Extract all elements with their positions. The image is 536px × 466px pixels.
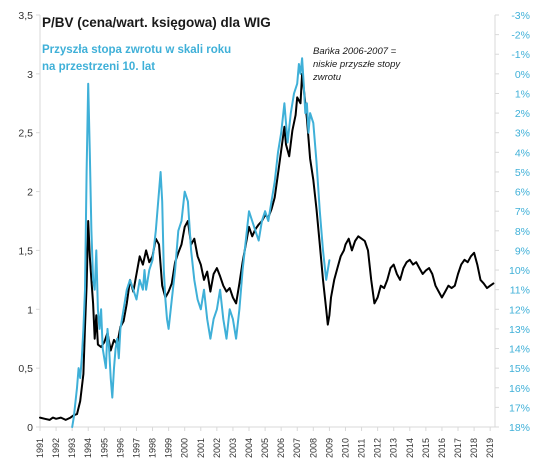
annotation-line1: Bańka 2006-2007 = <box>313 46 397 57</box>
right-tick-label: 2% <box>515 108 530 120</box>
annotation-line3: zwrotu <box>312 72 342 83</box>
series-lines <box>39 57 495 428</box>
x-tick-label: 2010 <box>340 438 350 458</box>
left-tick-label: 1,5 <box>18 245 33 257</box>
x-tick-label: 1995 <box>99 438 109 458</box>
x-tick-label: 1993 <box>67 438 77 458</box>
x-tick-label: 2016 <box>437 438 447 458</box>
right-tick-label: -2% <box>511 30 530 42</box>
x-tick-label: 2013 <box>389 438 399 458</box>
x-tick-label: 2011 <box>357 439 367 458</box>
x-tick-label: 2009 <box>324 438 334 458</box>
x-tick-label: 2001 <box>196 438 206 458</box>
right-tick-label: 11% <box>510 285 530 297</box>
x-tick-label: 1999 <box>164 438 174 458</box>
x-tick-label: 2006 <box>276 438 286 458</box>
x-tick-label: 2008 <box>308 438 318 458</box>
right-tick-label: 3% <box>515 128 530 140</box>
right-tick-label: 5% <box>515 167 530 179</box>
right-tick-label: 15% <box>509 363 530 375</box>
right-tick-label: 12% <box>509 304 530 316</box>
right-tick-label: 8% <box>515 226 530 238</box>
right-tick-label: 1% <box>515 88 530 100</box>
right-tick-label: 18% <box>509 422 530 434</box>
chart-title: P/BV (cena/wart. księgowa) dla WIG <box>42 15 271 30</box>
annotation-line2: niskie przyszłe stopy <box>313 59 401 70</box>
x-tick-label: 2007 <box>292 438 302 458</box>
right-tick-label: 9% <box>515 245 530 257</box>
x-tick-label: 1992 <box>51 438 61 458</box>
left-tick-label: 2 <box>27 187 33 199</box>
right-tick-label: -1% <box>511 49 530 61</box>
x-tick-label: 2012 <box>373 438 383 458</box>
right-tick-label: -3% <box>511 10 530 22</box>
pbv-line <box>39 72 495 421</box>
left-tick-label: 0 <box>27 422 33 434</box>
left-tick-label: 2,5 <box>18 128 33 140</box>
x-tick-label: 1994 <box>83 438 93 458</box>
right-tick-label: 0% <box>515 69 530 81</box>
chart-subtitle-line1: Przyszła stopa zwrotu w skali roku <box>42 44 231 56</box>
x-tick-label: 2014 <box>405 438 415 458</box>
axes: 0 0,5 1 1,5 2 2,5 3 3,5 -3% -2% -1% 0% 1% 2% 3% 4% 5% 6% 7… <box>18 10 530 458</box>
x-tick-label: 1996 <box>115 438 125 458</box>
right-tick-label: 4% <box>515 147 530 159</box>
x-tick-label: 2002 <box>212 438 222 458</box>
right-tick-label: 14% <box>509 344 530 356</box>
right-tick-label: 6% <box>515 187 530 199</box>
left-tick-label: 3,5 <box>18 10 33 22</box>
x-tick-label: 1991 <box>35 438 45 458</box>
right-tick-label: 7% <box>515 206 530 218</box>
x-tick-label: 2004 <box>244 438 254 458</box>
x-tick-label: 2019 <box>485 438 495 458</box>
right-tick-label: 13% <box>509 324 530 336</box>
x-tick-label: 2017 <box>453 438 463 458</box>
chart-subtitle-line2: na przestrzeni 10. lat <box>42 61 155 73</box>
x-tick-label: 2018 <box>469 438 479 458</box>
future-return-line <box>71 57 331 428</box>
x-tick-label: 1997 <box>131 438 141 458</box>
left-tick-label: 1 <box>27 304 33 316</box>
right-tick-label: 17% <box>509 402 530 414</box>
right-tick-label: 16% <box>509 383 530 395</box>
x-tick-label: 2005 <box>260 438 270 458</box>
left-tick-label: 0,5 <box>18 363 33 375</box>
x-tick-label: 1998 <box>148 438 158 458</box>
left-tick-label: 3 <box>27 69 33 81</box>
x-tick-label: 2000 <box>180 438 190 458</box>
right-tick-label: 10% <box>509 265 530 277</box>
x-tick-label: 2015 <box>421 438 431 458</box>
x-tick-label: 2003 <box>228 438 238 458</box>
